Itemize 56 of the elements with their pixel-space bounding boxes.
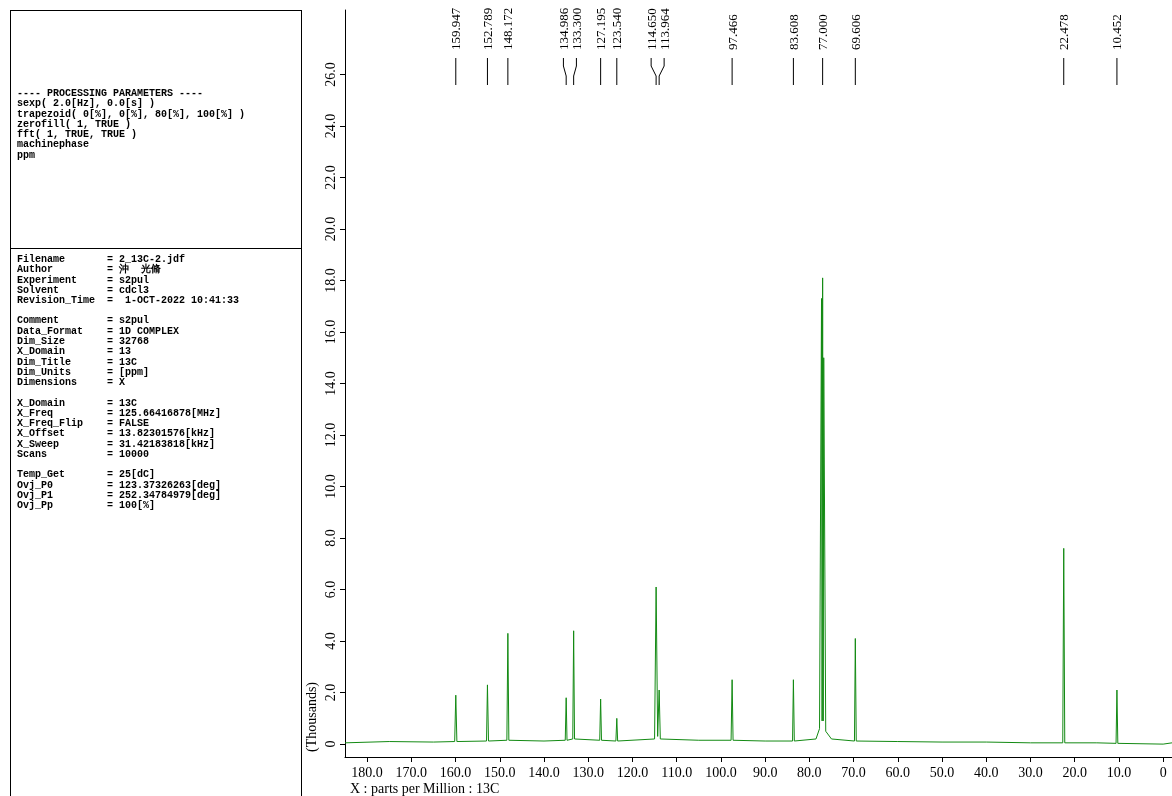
y-tick-label: 0 [322, 740, 338, 748]
y-tick-label: 14.0 [322, 371, 338, 396]
line-series [344, 277, 1172, 745]
y-tick-label: 22.0 [322, 165, 338, 190]
annotation: 77.000 [815, 14, 831, 50]
y-tick-label: 20.0 [322, 216, 338, 242]
x-tick-label: 90.0 [752, 764, 778, 780]
annotation: 152.789 [479, 7, 495, 50]
y-tick-label: 24.0 [322, 113, 338, 139]
annotation: 22.478 [1056, 14, 1072, 50]
x-tick-label: 80.0 [797, 764, 822, 780]
y-tick-label: 12.0 [322, 422, 338, 448]
annotation: 83.608 [785, 14, 801, 50]
x-tick-label: 70.0 [841, 764, 866, 780]
y-tick-label: 4.0 [322, 632, 338, 650]
x-tick-label: 0 [1159, 764, 1167, 780]
annotation: 134.986 [555, 7, 571, 50]
annotation: 10.452 [1109, 14, 1125, 50]
annotation: 133.300 [568, 7, 584, 50]
x-tick-label: 140.0 [528, 764, 560, 780]
x-tick-label: 130.0 [572, 764, 604, 780]
x-tick-label: 20.0 [1062, 764, 1087, 780]
y-tick-label: 10.0 [322, 474, 338, 499]
x-tick-label: 180.0 [351, 764, 383, 780]
text: X_Domain = 13C X_Freq = 125.66416878[MHz] X_Freq_Flip = FALSE X_Offset = 13.82301576[kHz] X_Sweep = 31.42183818[kHz] Scans = 10000 [16, 397, 223, 461]
x-tick-label: 160.0 [439, 764, 472, 780]
annotation: 97.466 [724, 13, 740, 50]
x-tick-label: 60.0 [885, 764, 911, 780]
x-tick-label: 110.0 [661, 764, 693, 780]
annotation: 123.540 [609, 7, 625, 50]
y-tick-label: 18.0 [322, 268, 338, 293]
x-axis-title: X : parts per Million : 13C [350, 780, 500, 796]
annotation: 159.947 [448, 7, 464, 50]
x-tick-label: 30.0 [1018, 764, 1043, 780]
y-tick-label: 2.0 [322, 683, 338, 702]
text: Filename = 2_13C-2.jdf Author = 沖 光脩 Experiment = s2pul Solvent = cdcl3 Revision_Time = 1-OCT-2022 10:41:33 [16, 254, 241, 307]
x-tick-label: 40.0 [974, 764, 999, 780]
text: Comment = s2pul Data_Format = 1D COMPLEX Dim_Size = 32768 X_Domain = 13 Dim_Title = 13C Dim_Units = [ppm] Dimensions = X [16, 315, 181, 389]
x-tick-label: 100.0 [705, 764, 737, 780]
annotation: 114.650 [643, 8, 659, 50]
x-tick-label: 150.0 [484, 764, 516, 780]
text: ---- PROCESSING PARAMETERS ---- sexp( 2.0[Hz], 0.0[s] ) trapezoid( 0[%], 0[%], 80[%], 100[%] ) zerofill( 1, TRUE ) fft( 1, TRUE, TRUE ) machinephase ppm [16, 88, 247, 162]
annotation: 127.195 [593, 7, 609, 50]
y-tick-label: 26.0 [322, 62, 338, 87]
annotation: 148.172 [500, 7, 516, 50]
annotation: 113.964 [656, 7, 672, 50]
x-tick-label: 170.0 [395, 764, 428, 780]
y-axis-title: (Thousands) [303, 681, 320, 752]
x-tick-label: 120.0 [616, 764, 649, 780]
y-tick-label: 6.0 [322, 580, 338, 599]
x-tick-label: 50.0 [929, 764, 955, 780]
text: Temp_Get = 25[dC] Ovj_P0 = 123.37326263[deg] Ovj_P1 = 252.34784979[deg] Ovj_Pp = 100[%] [16, 469, 223, 512]
y-tick-label: 8.0 [322, 529, 338, 547]
x-tick-label: 10.0 [1106, 764, 1132, 780]
annotation: 69.606 [847, 13, 863, 50]
y-tick-label: 16.0 [322, 319, 338, 345]
